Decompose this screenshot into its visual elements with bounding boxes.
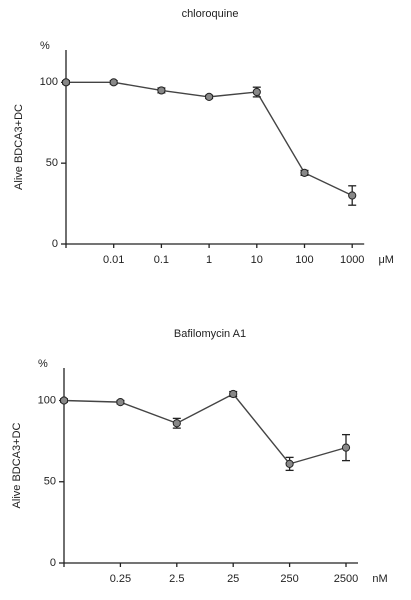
x-tick-label: 0.01 — [103, 254, 124, 266]
y-tick-label: 100 — [38, 394, 56, 406]
point — [341, 443, 351, 452]
x-tick-label: 1000 — [340, 254, 364, 266]
y-axis-label: Alive BDCA3+DC — [13, 104, 25, 190]
point — [205, 92, 214, 101]
x-unit: nM — [372, 573, 387, 585]
point — [172, 419, 181, 428]
y-tick-label: 50 — [46, 157, 58, 169]
x-tick-label: 2.5 — [169, 573, 184, 585]
point — [348, 191, 357, 200]
y-tick-label: 100 — [40, 76, 58, 88]
x-tick-label: 0.1 — [154, 254, 169, 266]
y-tick-label: 0 — [52, 238, 58, 250]
point — [109, 78, 118, 87]
y-unit: % — [38, 358, 48, 370]
point — [61, 78, 71, 87]
x-tick-label: 0.25 — [110, 573, 131, 585]
y-unit: % — [40, 40, 50, 52]
chart-title: chloroquine — [182, 8, 239, 20]
point — [59, 396, 69, 405]
point — [157, 86, 166, 95]
point — [285, 459, 294, 468]
chart-title: Bafilomycin A1 — [174, 328, 246, 340]
point — [252, 87, 261, 97]
point — [229, 389, 238, 399]
x-tick-label: 100 — [295, 254, 313, 266]
x-tick-label: 10 — [251, 254, 263, 266]
y-tick-label: 50 — [44, 476, 56, 488]
x-tick-label: 25 — [227, 573, 239, 585]
x-tick-label: 250 — [280, 573, 298, 585]
point — [300, 168, 309, 177]
x-tick-label: 2500 — [334, 573, 358, 585]
x-tick-label: 1 — [206, 254, 212, 266]
line — [63, 393, 347, 465]
point — [116, 398, 125, 407]
y-axis-label: Alive BDCA3+DC — [11, 423, 23, 509]
x-unit: μM — [378, 254, 394, 266]
y-tick-label: 0 — [50, 557, 56, 569]
